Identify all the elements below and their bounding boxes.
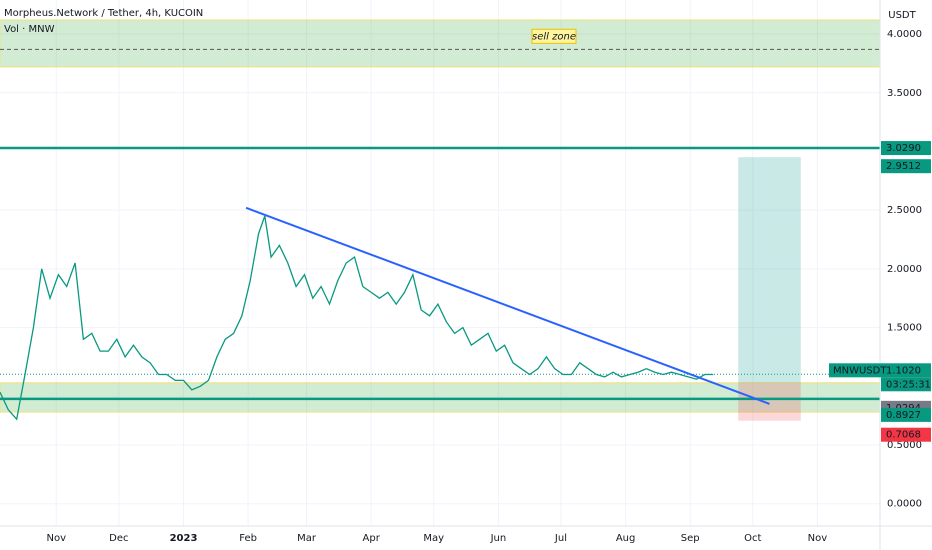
y-tick-label: 0.0000 — [887, 499, 922, 510]
x-tick-label: Mar — [297, 533, 317, 544]
x-tick-label: Jun — [490, 533, 507, 544]
x-tick-label: Nov — [47, 533, 67, 544]
x-tick-label: May — [423, 533, 444, 544]
price-tag-label: 3.0290 — [886, 143, 921, 154]
price-tag — [881, 407, 931, 422]
price-tag-label: 1.1020 — [886, 365, 921, 376]
x-tick-label: 2023 — [170, 533, 198, 544]
price-tag — [881, 363, 931, 378]
x-tick-label: Jul — [554, 533, 567, 544]
y-tick-label: 2.5000 — [887, 205, 922, 216]
price-tag — [881, 427, 931, 442]
subtitle: Vol · MNW — [4, 24, 55, 35]
x-tick-label: Feb — [239, 533, 257, 544]
countdown-box — [881, 377, 931, 392]
annotation-box — [531, 28, 577, 44]
y-tick-label: 4.0000 — [887, 29, 922, 40]
price-tag-label: 2.9512 — [886, 161, 921, 172]
currency: USDT — [888, 10, 916, 21]
trendline — [245, 206, 770, 405]
symbol-tag — [829, 363, 881, 378]
y-tick-label: 2.0000 — [887, 264, 922, 275]
x-tick-label: Apr — [363, 533, 381, 544]
stop-zone — [738, 382, 801, 421]
countdown: 03:25:31 — [886, 379, 931, 390]
x-tick-label: Nov — [808, 533, 828, 544]
x-tick-label: Sep — [681, 533, 700, 544]
target-zone — [738, 157, 801, 383]
y-tick-label: 1.5000 — [887, 323, 922, 334]
price-tag — [881, 141, 931, 156]
y-tick-label: 0.5000 — [887, 440, 922, 451]
x-tick-label: Aug — [616, 533, 636, 544]
price-tag — [881, 159, 931, 174]
price-tag-label: 0.7068 — [886, 430, 921, 441]
symbol-label: MNWUSDT — [833, 365, 887, 376]
price-tag-label: 0.8927 — [886, 410, 921, 421]
y-tick-label: 3.5000 — [887, 88, 922, 99]
chart-title: Morpheus.Network / Tether, 4h, KUCOIN — [4, 8, 203, 19]
price-line — [0, 215, 714, 421]
annotation: sell zone — [532, 31, 576, 42]
support-zone — [0, 382, 881, 413]
sell-zone — [0, 19, 881, 68]
x-tick-label: Dec — [109, 533, 128, 544]
x-tick-label: Oct — [744, 533, 761, 544]
